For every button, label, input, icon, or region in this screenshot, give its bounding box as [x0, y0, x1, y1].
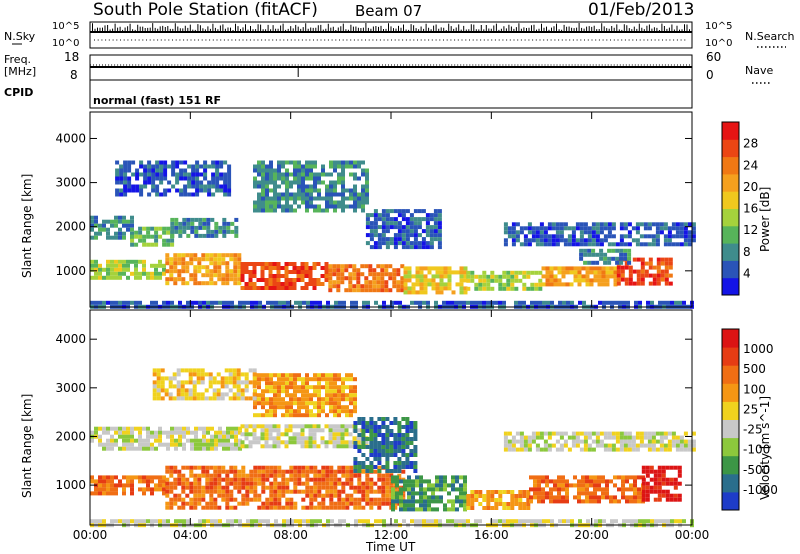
colorbar-segment	[722, 191, 739, 209]
nave-label: Nave	[745, 64, 774, 77]
colorbar-segment	[722, 225, 739, 244]
nsearch-label: N.Search	[745, 30, 795, 43]
freq-unit: [MHz]	[4, 65, 37, 78]
colorbar-segment	[722, 208, 739, 227]
colorbar-segment	[722, 437, 739, 457]
colorbar-label: 100	[743, 382, 766, 396]
power-panel-ylabel: Slant Range [km]	[20, 173, 34, 278]
colorbar-segment	[722, 243, 739, 261]
colorbar-label: 20	[743, 180, 758, 194]
y-tick-label: 3000	[55, 176, 86, 190]
colorbar-segment	[722, 156, 739, 175]
nsky-top-tick: 10^5	[52, 21, 80, 32]
colorbar-segment	[722, 401, 739, 420]
y-tick-label: 1000	[55, 478, 86, 492]
colorbar-label: -500	[743, 463, 770, 477]
y-tick-label: 4000	[55, 131, 86, 145]
colorbar-segment	[722, 173, 739, 192]
velocity-data	[90, 368, 696, 528]
x-axis-label: Time UT	[366, 540, 416, 554]
colorbar-segment	[722, 473, 739, 493]
colorbar-segment	[722, 139, 739, 158]
colorbar-segment	[722, 419, 739, 439]
colorbar-segment	[722, 365, 739, 384]
colorbar-label: 500	[743, 362, 766, 376]
nsky-panel-frame	[89, 21, 693, 49]
colorbar-segment	[722, 277, 739, 296]
x-tick-label: 12:00	[374, 528, 409, 542]
colorbar-label: 4	[743, 266, 751, 280]
y-tick-label: 2000	[55, 429, 86, 443]
page-title: South Pole Station (fitACF)	[93, 0, 318, 20]
date-label: 01/Feb/2013	[588, 0, 695, 20]
nave-top-tick: 60	[706, 50, 722, 64]
cpid-label: CPID	[4, 86, 34, 99]
velocity-panel-ylabel: Slant Range [km]	[20, 393, 34, 498]
y-tick-label: 3000	[55, 381, 86, 395]
freq-top-tick: 18	[64, 50, 80, 64]
colorbar-label: 16	[743, 202, 758, 216]
colorbar-label: 8	[743, 245, 751, 259]
colorbar-segment	[722, 455, 739, 475]
power-data	[90, 160, 696, 309]
colorbar-label: 24	[743, 158, 758, 172]
velocity-colorbar-title: Velocity [m s^-1]	[758, 395, 772, 500]
cpid-value: normal (fast) 151 RF	[93, 94, 221, 107]
x-tick-label: 20:00	[574, 528, 609, 542]
colorbar-frame	[721, 328, 740, 511]
colorbar-label: 28	[743, 137, 758, 151]
colorbar-label: -1000	[743, 483, 778, 497]
nsearch-top-tick: 10^5	[705, 21, 733, 32]
colorbar-label: -25	[743, 423, 763, 437]
colorbar-label: 1000	[743, 342, 774, 356]
y-tick-label: 4000	[55, 332, 86, 346]
x-tick-label: 00:00	[73, 528, 108, 542]
x-tick-label: 04:00	[173, 528, 208, 542]
power-colorbar-title: Power [dB]	[758, 186, 772, 252]
colorbar-segment	[722, 383, 739, 402]
colorbar-segment	[722, 260, 739, 279]
beam-label: Beam 07	[355, 2, 423, 20]
nsearch-bottom-tick: 10^0	[705, 38, 733, 49]
colorbar-label: 12	[743, 223, 758, 237]
nsky-label: N.Sky	[4, 30, 36, 43]
colorbar-segment	[722, 329, 739, 348]
nave-bottom-tick: 0	[706, 68, 714, 82]
colorbar-segment	[722, 491, 739, 511]
colorbar-label: 25	[743, 402, 758, 416]
freq-label: Freq.	[4, 53, 32, 66]
cpid-panel-frame	[89, 79, 693, 109]
colorbar-label: -100	[743, 443, 770, 457]
colorbar-segment	[722, 122, 739, 140]
nsky-spikes	[89, 23, 690, 32]
x-tick-label: 16:00	[474, 528, 509, 542]
freq-bottom-tick: 8	[70, 68, 78, 82]
y-tick-label: 1000	[55, 264, 86, 278]
nsky-bottom-tick: 10^0	[52, 38, 80, 49]
colorbar-segment	[722, 347, 739, 366]
colorbar-frame	[721, 121, 740, 296]
x-tick-label: 08:00	[273, 528, 308, 542]
y-tick-label: 2000	[55, 220, 86, 234]
x-tick-label: 00:00	[675, 528, 710, 542]
